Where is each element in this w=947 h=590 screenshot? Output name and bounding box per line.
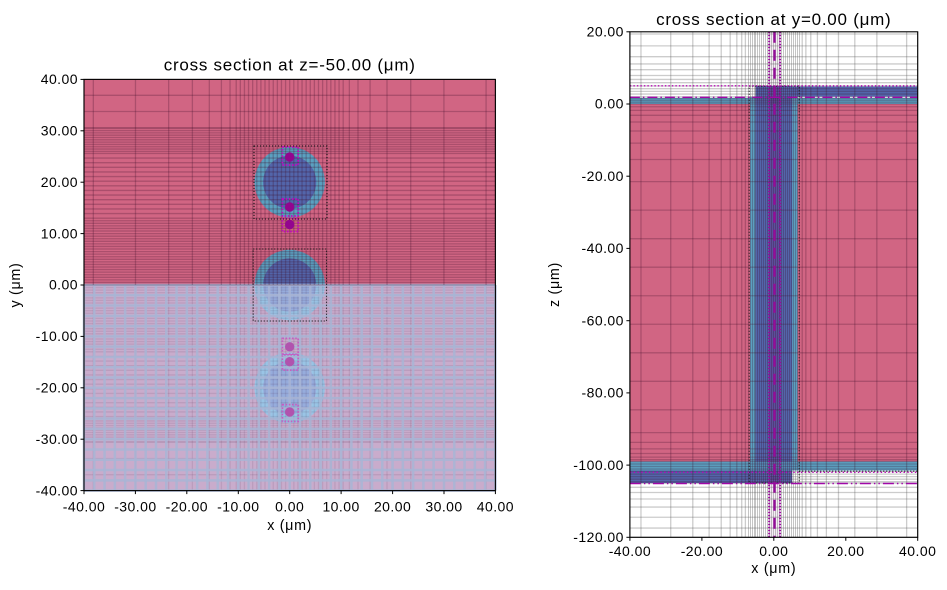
svg-text:-40.00: -40.00	[581, 240, 623, 256]
svg-text:40.00: 40.00	[899, 543, 936, 559]
svg-text:20.00: 20.00	[41, 174, 78, 190]
svg-text:-30.00: -30.00	[114, 498, 156, 514]
svg-text:-20.00: -20.00	[581, 168, 623, 184]
svg-text:20.00: 20.00	[587, 24, 624, 40]
svg-text:-60.00: -60.00	[581, 312, 623, 328]
svg-text:-120.00: -120.00	[573, 529, 624, 545]
svg-text:y (μm): y (μm)	[8, 263, 24, 308]
svg-text:-10.00: -10.00	[36, 328, 78, 344]
svg-text:0.00: 0.00	[759, 543, 788, 559]
svg-text:-40.00: -40.00	[36, 482, 78, 498]
svg-text:-100.00: -100.00	[573, 457, 624, 473]
svg-text:-40.00: -40.00	[63, 498, 105, 514]
svg-text:0.00: 0.00	[49, 277, 78, 293]
svg-text:-30.00: -30.00	[36, 431, 78, 447]
svg-text:x (μm): x (μm)	[267, 518, 312, 534]
svg-text:cross section at z=-50.00 (μm): cross section at z=-50.00 (μm)	[164, 56, 416, 75]
svg-text:-20.00: -20.00	[36, 380, 78, 396]
svg-text:40.00: 40.00	[477, 498, 514, 514]
svg-text:0.00: 0.00	[595, 96, 624, 112]
svg-text:-20.00: -20.00	[166, 498, 208, 514]
svg-text:-80.00: -80.00	[581, 385, 623, 401]
svg-text:-20.00: -20.00	[681, 543, 723, 559]
svg-text:-10.00: -10.00	[217, 498, 259, 514]
svg-text:10.00: 10.00	[41, 225, 78, 241]
svg-text:20.00: 20.00	[827, 543, 864, 559]
svg-text:20.00: 20.00	[374, 498, 411, 514]
svg-text:z (μm): z (μm)	[547, 262, 563, 307]
svg-text:40.00: 40.00	[41, 71, 78, 87]
svg-text:10.00: 10.00	[322, 498, 359, 514]
svg-text:30.00: 30.00	[41, 123, 78, 139]
svg-text:0.00: 0.00	[275, 498, 304, 514]
svg-text:-40.00: -40.00	[609, 543, 651, 559]
svg-text:30.00: 30.00	[425, 498, 462, 514]
svg-text:x (μm): x (μm)	[751, 561, 796, 577]
svg-text:cross section at y=0.00 (μm): cross section at y=0.00 (μm)	[656, 10, 891, 29]
